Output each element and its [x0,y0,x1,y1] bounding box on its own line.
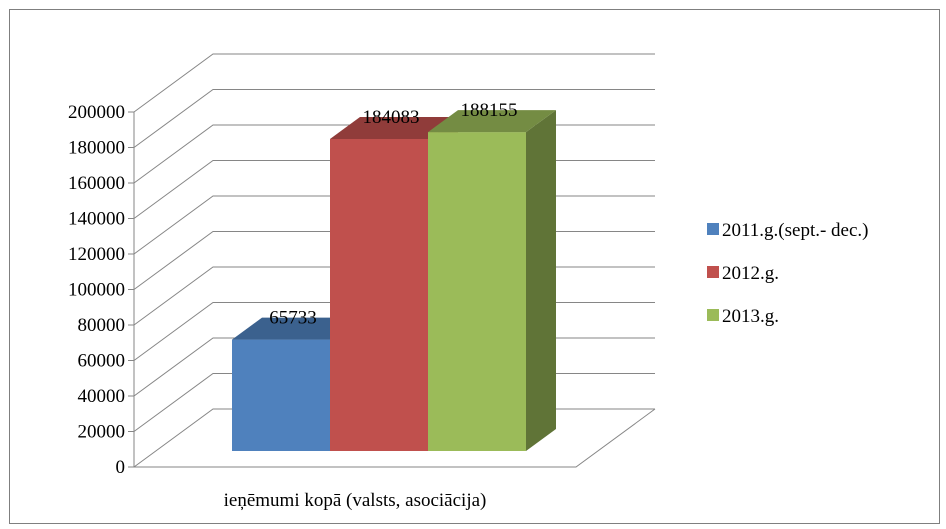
legend-label: 2012.g. [722,263,779,284]
legend-swatch [707,266,719,278]
data-label: 184083 [363,107,420,128]
x-category-label: ieņēmumi kopā (valsts, asociācija) [224,490,487,511]
y-tick-label: 140000 [68,209,125,230]
y-tick-label: 0 [116,457,126,478]
legend-swatch [707,309,719,321]
y-tick-label: 100000 [68,280,125,301]
y-tick-label: 80000 [78,315,126,336]
bar-front-face [428,132,526,451]
legend-label: 2013.g. [722,306,779,327]
bar-top-face [428,110,556,133]
bar-front-face [330,138,428,451]
y-tick-label: 20000 [78,422,126,443]
legend-label: 2011.g.(sept.- dec.) [722,220,869,241]
data-label: 188155 [461,100,518,121]
y-tick-label: 200000 [68,102,125,123]
data-labels: 65733 184083 188155 [269,100,517,329]
legend-swatch [707,223,719,235]
category-axis: ieņēmumi kopā (valsts, asociācija) [224,490,487,511]
floor-front-edge [134,408,656,468]
y-tick-label: 180000 [68,138,125,159]
bar-top-face [232,317,360,340]
gridline [133,53,655,113]
bars [232,110,556,452]
y-tick-label: 120000 [68,244,125,265]
y-tick-label: 60000 [78,351,126,372]
data-label: 65733 [269,308,317,329]
gridline [133,89,655,148]
bar-top-face [330,116,458,139]
y-tick-label: 40000 [78,386,126,407]
y-tick-label: 160000 [68,173,125,194]
bar-3 [428,110,556,452]
legend: 2011.g.(sept.- dec.) 2012.g. 2013.g. [707,220,869,327]
bar-side-face [526,110,556,452]
value-axis: 0 20000 40000 60000 80000 100000 120000 140000 1… [68,102,134,478]
bar-front-face [232,339,330,451]
